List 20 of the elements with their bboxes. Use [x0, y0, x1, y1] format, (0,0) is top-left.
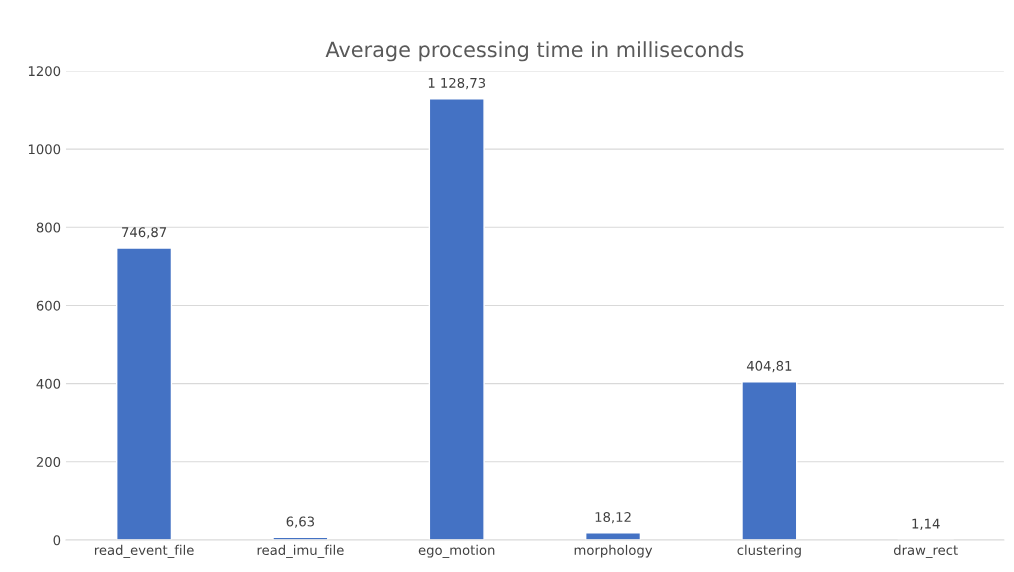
y-tick-label: 1200 [28, 66, 61, 77]
y-tick-label: 0 [53, 535, 61, 546]
data-label: 1 128,73 [428, 77, 486, 90]
data-label: 6,63 [286, 516, 315, 528]
x-tick-label: ego_motion [418, 544, 495, 558]
data-label: 746,87 [122, 227, 167, 239]
data-label: 18,12 [595, 512, 631, 524]
x-tick-label: read_imu_file [257, 544, 344, 558]
y-tick-label: 400 [36, 378, 61, 389]
x-tick-label: clustering [737, 544, 801, 558]
data-label: 404,81 [746, 360, 792, 373]
chart-title: Average processing time in milliseconds [325, 41, 744, 62]
x-tick-label: draw_rect [893, 544, 958, 558]
y-tick-label: 600 [36, 300, 61, 311]
y-tick-label: 800 [36, 222, 61, 233]
x-tick-label: read_event_file [94, 544, 194, 558]
x-tick-label: morphology [574, 544, 653, 558]
y-tick-label: 1000 [28, 144, 61, 155]
data-label: 1,14 [912, 518, 940, 530]
y-tick-label: 200 [36, 457, 61, 467]
